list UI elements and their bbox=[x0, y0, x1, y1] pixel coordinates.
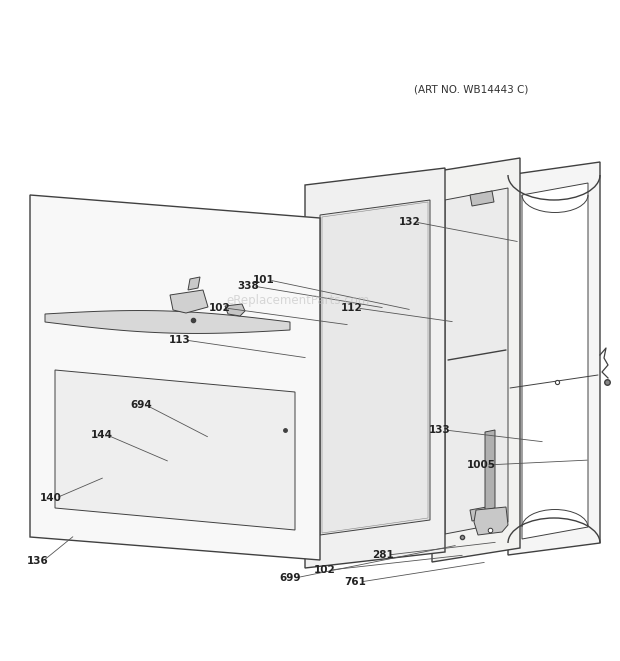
Polygon shape bbox=[508, 162, 600, 555]
Text: 132: 132 bbox=[399, 217, 421, 227]
Text: (ART NO. WB14443 C): (ART NO. WB14443 C) bbox=[414, 84, 528, 95]
Polygon shape bbox=[485, 430, 495, 510]
Text: 136: 136 bbox=[27, 556, 49, 566]
Polygon shape bbox=[445, 188, 508, 534]
Text: 133: 133 bbox=[429, 425, 451, 435]
Polygon shape bbox=[470, 506, 494, 521]
Polygon shape bbox=[470, 191, 494, 206]
Text: 761: 761 bbox=[344, 577, 366, 587]
Text: 102: 102 bbox=[314, 565, 336, 575]
Text: 101: 101 bbox=[253, 275, 275, 285]
Polygon shape bbox=[305, 168, 445, 568]
Polygon shape bbox=[170, 290, 208, 313]
Polygon shape bbox=[474, 507, 508, 535]
Text: 113: 113 bbox=[169, 335, 191, 345]
Polygon shape bbox=[522, 183, 588, 539]
Text: 102: 102 bbox=[209, 303, 231, 313]
Polygon shape bbox=[320, 200, 430, 535]
Polygon shape bbox=[30, 195, 320, 560]
Polygon shape bbox=[188, 277, 200, 290]
Text: 699: 699 bbox=[279, 573, 301, 583]
Text: 694: 694 bbox=[130, 400, 152, 410]
Text: 140: 140 bbox=[40, 493, 62, 503]
Polygon shape bbox=[225, 304, 245, 316]
Polygon shape bbox=[322, 202, 428, 533]
Text: 338: 338 bbox=[237, 281, 259, 291]
Text: 144: 144 bbox=[91, 430, 113, 440]
Text: eReplacementParts.com: eReplacementParts.com bbox=[226, 294, 370, 307]
Polygon shape bbox=[45, 311, 290, 333]
Polygon shape bbox=[55, 370, 295, 530]
Polygon shape bbox=[432, 158, 520, 562]
Text: 112: 112 bbox=[341, 303, 363, 313]
Text: 281: 281 bbox=[372, 550, 394, 560]
Text: 1005: 1005 bbox=[466, 460, 495, 470]
